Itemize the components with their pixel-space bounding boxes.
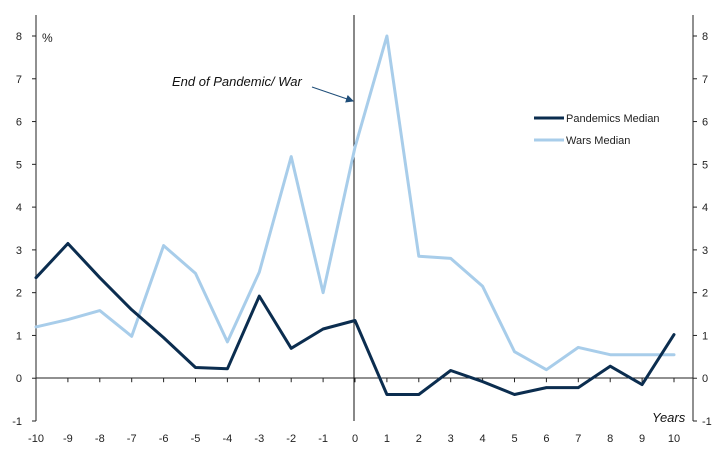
x-tick-label: 2 [416, 433, 422, 445]
tick-labels: -1 -10 01 12 23 34 45 56 67 78 8-10 -9 -8 -7 -6 -5 -4 -3-… [12, 31, 712, 445]
legend-label-pandemics: Pandemics Median [566, 113, 660, 125]
series-line-pandemics-median [34, 242, 676, 396]
x-tick-label: -2 [286, 433, 296, 445]
x-tick-label: 6 [543, 433, 549, 445]
series-line-wars-median [34, 34, 676, 372]
y-tick-label-left: 4 [16, 202, 22, 214]
y-tick-label-left: 5 [16, 159, 22, 171]
x-tick-label: 3 [448, 433, 454, 445]
y-tick-label-right: 6 [702, 117, 708, 129]
y-tick-label-right: 5 [702, 159, 708, 171]
series-lines [34, 34, 676, 396]
legend: Pandemics Median Wars Median [534, 113, 660, 147]
x-tick-label: 7 [575, 433, 581, 445]
x-tick-label: 0 [352, 433, 358, 445]
y-tick-label-right: 7 [702, 74, 708, 86]
x-tick-label: -6 [159, 433, 169, 445]
axes [35, 15, 694, 421]
x-tick-label: -9 [63, 433, 73, 445]
y-tick-label-left: 3 [16, 245, 22, 257]
y-tick-label-right: -1 [702, 416, 712, 428]
x-tick-label: 1 [384, 433, 390, 445]
x-tick-label: 8 [607, 433, 613, 445]
x-tick-label: 10 [668, 433, 680, 445]
x-tick-label: -3 [254, 433, 264, 445]
y-tick-label-right: 0 [702, 373, 708, 385]
y-tick-label-left: 1 [16, 330, 22, 342]
x-tick-label: -8 [95, 433, 105, 445]
y-tick-label-left: 6 [16, 117, 22, 129]
y-tick-label-left: -1 [12, 416, 22, 428]
x-tick-label: -1 [318, 433, 328, 445]
y-tick-label-right: 8 [702, 31, 708, 43]
y-tick-label-left: 2 [16, 288, 22, 300]
x-tick-label: -10 [28, 433, 44, 445]
annotation: End of Pandemic/ War [172, 74, 354, 103]
x-tick-label: 5 [511, 433, 517, 445]
y-tick-label-right: 2 [702, 288, 708, 300]
annotation-arrow [311, 86, 354, 103]
x-tick-label: 4 [480, 433, 486, 445]
legend-label-wars: Wars Median [566, 135, 630, 147]
y-tick-label-left: 7 [16, 74, 22, 86]
x-tick-label: 9 [639, 433, 645, 445]
y-tick-label-left: 0 [16, 373, 22, 385]
y-tick-label-right: 3 [702, 245, 708, 257]
y-tick-label-right: 4 [702, 202, 708, 214]
y-tick-label-left: 8 [16, 31, 22, 43]
y-tick-label-right: 1 [702, 330, 708, 342]
annotation-text: End of Pandemic/ War [172, 74, 302, 89]
x-tick-label: -5 [191, 433, 201, 445]
x-axis-title: Years [652, 410, 686, 425]
y-unit-label: % [42, 31, 53, 45]
x-tick-label: -7 [127, 433, 137, 445]
x-tick-label: -4 [223, 433, 233, 445]
